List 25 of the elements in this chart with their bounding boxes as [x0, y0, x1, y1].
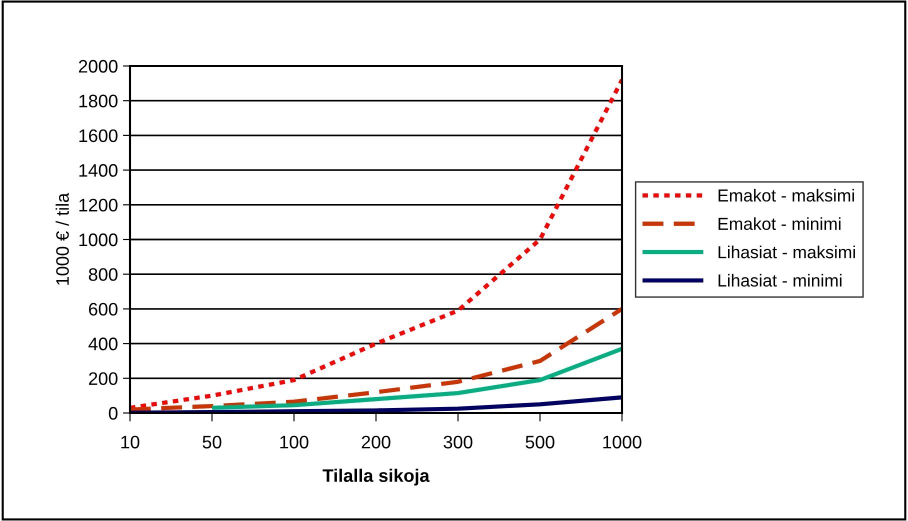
x-tick-label: 50 — [202, 436, 222, 448]
y-tick-label: 600 — [88, 302, 118, 316]
y-tick-label: 800 — [88, 268, 118, 281]
legend-label: Emakot - minimi — [718, 217, 840, 230]
x-tick-label: 100 — [280, 436, 308, 448]
y-tick-label: 1400 — [79, 164, 118, 177]
y-tick-label: 1200 — [79, 198, 118, 212]
legend-label: Emakot - maksimi — [718, 188, 854, 202]
legend-label: Lihasiat - maksimi — [718, 246, 855, 258]
x-tick-label: 1000 — [603, 436, 642, 448]
x-tick-label: 500 — [526, 436, 554, 448]
line-series — [210, 346, 622, 410]
y-tick-label: 400 — [88, 338, 118, 350]
y-tick-label: 2000 — [78, 60, 118, 73]
x-axis-title: Tilalla sikoja — [322, 468, 430, 486]
y-tick-label: 200 — [88, 372, 118, 386]
x-tick-label: 10 — [121, 436, 140, 448]
y-tick-label: 1000 — [79, 233, 118, 246]
y-axis-title: 1000 € / tila — [56, 192, 69, 285]
y-tick-label: 1800 — [79, 94, 118, 108]
y-tick-label: 0 — [108, 406, 118, 420]
x-tick-label: 300 — [444, 436, 472, 448]
legend-label: Lihasiat - minimi — [718, 274, 842, 287]
y-tick-label: 1600 — [79, 129, 118, 142]
x-tick-label: 200 — [362, 436, 390, 448]
